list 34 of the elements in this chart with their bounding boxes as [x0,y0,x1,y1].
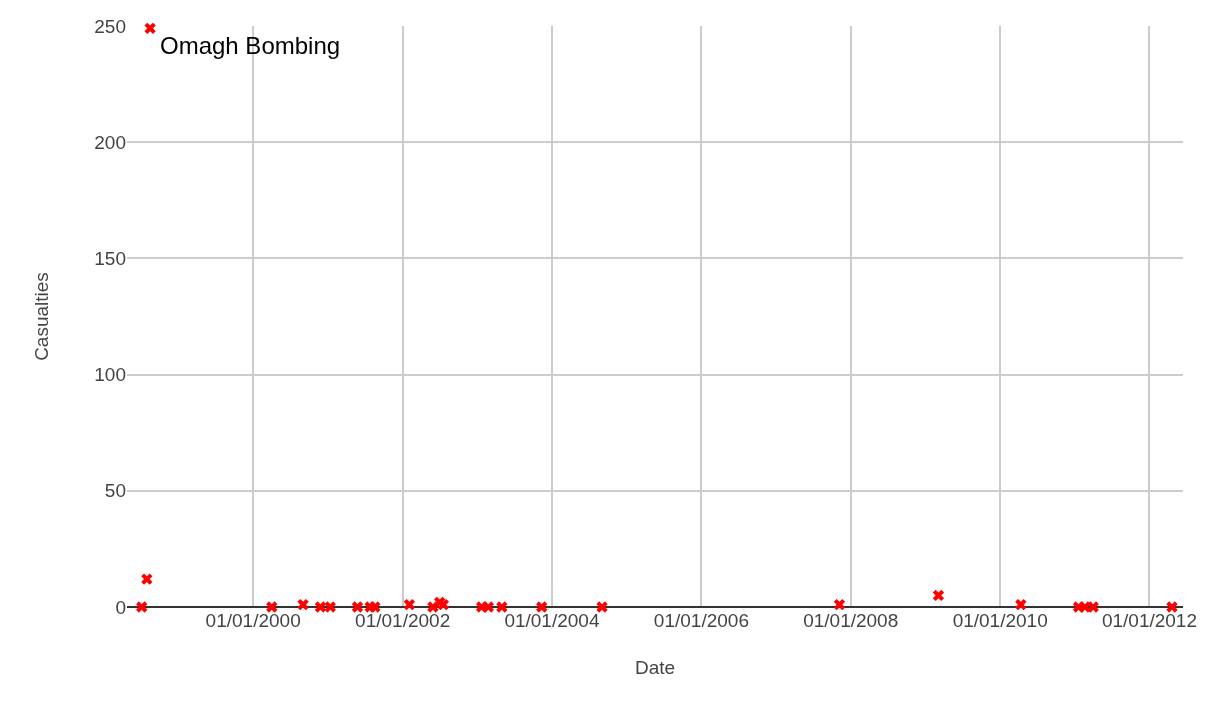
y-tick-label: 0 [115,596,126,618]
point [833,599,846,611]
point [369,601,381,613]
y-tick-label: 200 [94,131,126,153]
point [144,22,156,34]
point [932,589,945,602]
point [266,601,278,613]
y-tick-label: 100 [94,364,126,386]
annotation: Omagh Bombing [160,32,341,59]
point [403,599,416,611]
y-axis-title: Casualties [31,272,53,361]
point [496,601,508,613]
x-tick-label: 01/01/2008 [803,610,899,631]
point [297,599,309,611]
y-tick-label: 250 [94,15,126,37]
point [1015,599,1027,611]
point [324,601,336,613]
x-tick-label: 01/01/2002 [355,610,451,631]
point [437,599,450,611]
point [314,601,327,613]
x-tick-label: 01/01/2006 [653,610,749,631]
y-tick-label: 150 [94,248,126,270]
x-tick-label: 01/01/2012 [1101,610,1198,631]
point [536,601,548,613]
x-tick-label: 01/01/2010 [952,610,1048,631]
x-axis-title: Date [634,656,676,678]
x-tick-label: 01/01/2004 [504,610,600,631]
point [596,601,608,613]
point [351,601,364,613]
y-tick-label: 50 [104,480,126,502]
point [1166,601,1178,613]
point [136,601,148,613]
point [141,573,153,585]
x-tick-label: 01/01/2000 [205,610,301,631]
